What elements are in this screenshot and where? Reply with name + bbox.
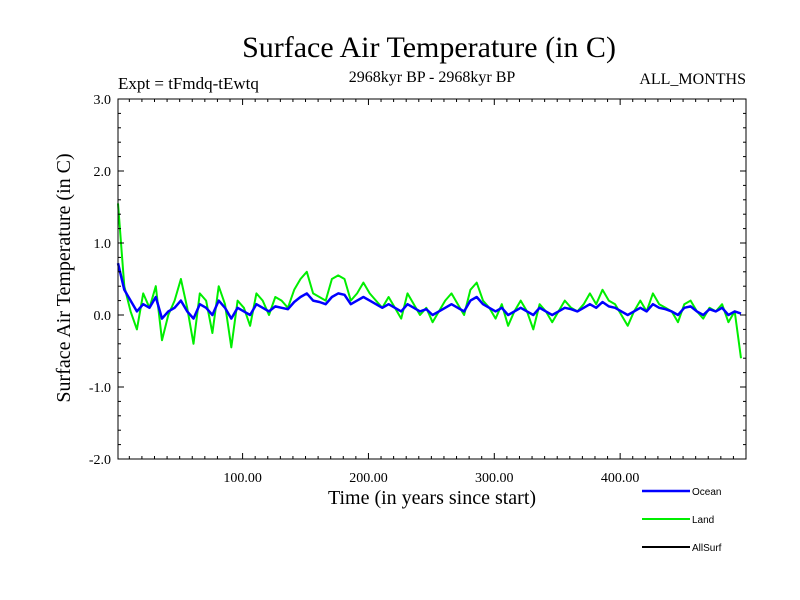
y-tick-label: 2.0 [94,165,112,180]
y-tick-label: 1.0 [94,237,112,252]
plot-frame [117,98,747,460]
x-tick-label: 200.00 [349,471,388,486]
y-tick-label: 3.0 [94,93,112,108]
chart-subtitle-right: ALL_MONTHS [639,71,746,88]
y-axis-label: Surface Air Temperature (in C) [53,153,75,402]
chart-title: Surface Air Temperature (in C) [242,31,616,64]
chart-subtitle-left: Expt = tFmdq-tEwtq [118,74,259,93]
y-tick-label: 0.0 [94,309,112,324]
series-line-ocean [116,262,742,320]
x-tick-label: 300.00 [475,471,514,486]
legend-label-allsurf: AllSurf [692,543,722,554]
x-tick-label: 100.00 [223,471,262,486]
chart-subtitle-center: 2968kyr BP - 2968kyr BP [349,69,516,86]
y-tick-label: -2.0 [89,453,111,468]
series-line-land [117,203,742,359]
legend-label-land: Land [692,515,714,526]
y-tick-label: -1.0 [89,381,111,396]
legend-label-ocean: Ocean [692,487,721,498]
x-tick-label: 400.00 [601,471,640,486]
x-axis-label: Time (in years since start) [328,487,536,509]
